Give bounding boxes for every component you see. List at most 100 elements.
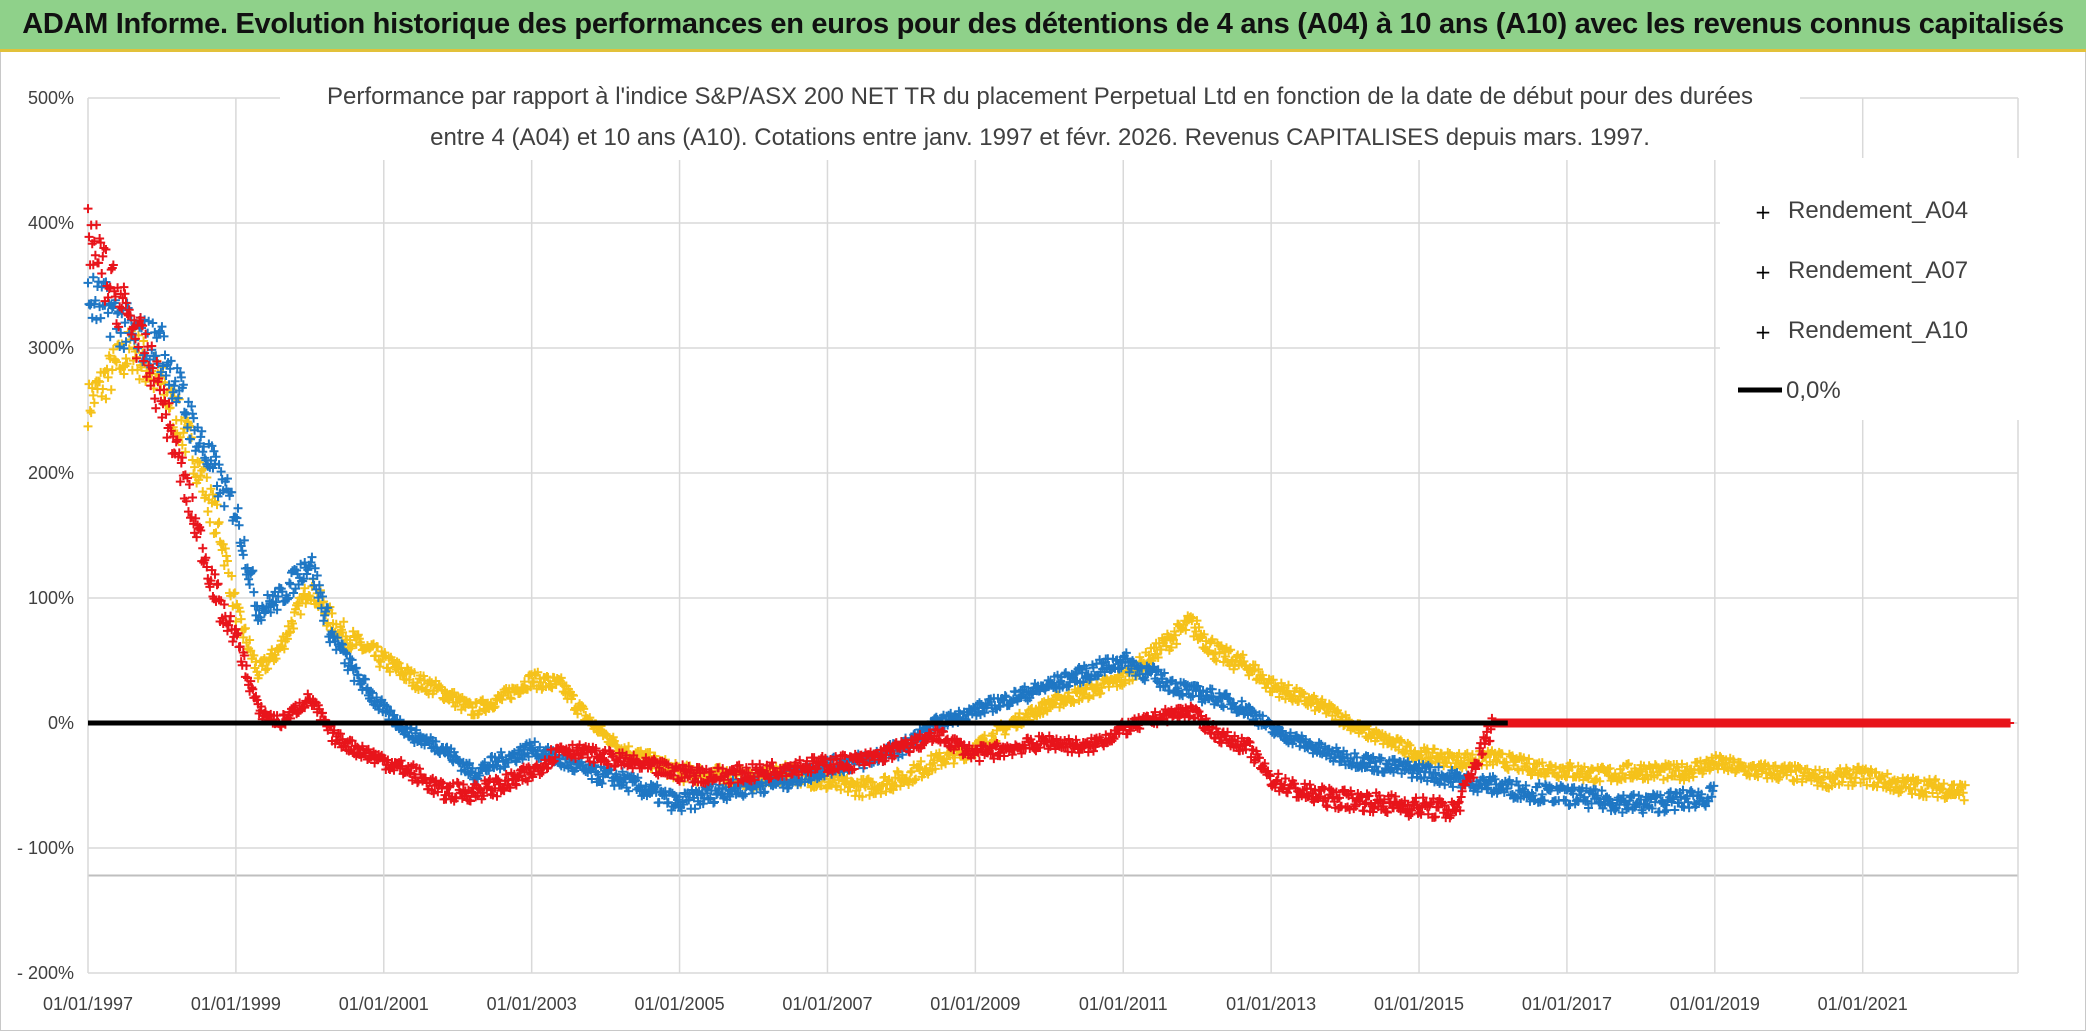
data-point bbox=[189, 413, 199, 423]
data-point bbox=[190, 462, 200, 472]
data-point bbox=[198, 447, 208, 457]
data-point bbox=[1209, 654, 1219, 664]
data-point bbox=[915, 763, 925, 773]
data-point bbox=[1815, 765, 1825, 775]
data-point bbox=[1753, 772, 1763, 782]
data-point bbox=[528, 678, 538, 688]
data-point bbox=[212, 500, 222, 510]
data-point bbox=[238, 632, 248, 642]
data-point bbox=[602, 731, 612, 741]
data-point bbox=[226, 611, 236, 621]
data-point bbox=[1397, 737, 1407, 747]
data-point bbox=[914, 762, 924, 772]
data-point bbox=[83, 204, 93, 214]
data-point bbox=[232, 513, 242, 523]
data-point bbox=[1524, 754, 1534, 764]
data-point bbox=[284, 628, 294, 638]
data-point bbox=[208, 489, 218, 499]
data-point bbox=[1677, 759, 1687, 769]
data-point bbox=[916, 756, 926, 766]
data-point bbox=[831, 781, 841, 791]
data-point bbox=[165, 403, 175, 413]
data-point bbox=[199, 442, 209, 452]
data-point bbox=[654, 797, 664, 807]
data-point bbox=[1069, 697, 1079, 707]
data-point bbox=[195, 457, 205, 467]
data-point bbox=[1278, 682, 1288, 692]
data-point bbox=[1960, 780, 1970, 790]
data-point bbox=[520, 677, 530, 687]
data-point bbox=[1660, 807, 1669, 817]
data-point bbox=[1519, 753, 1529, 763]
data-point bbox=[91, 220, 101, 230]
data-point bbox=[1876, 773, 1886, 783]
grid-lines bbox=[87, 97, 2019, 974]
data-point bbox=[1658, 775, 1668, 785]
data-point bbox=[1530, 765, 1540, 775]
data-point bbox=[155, 326, 165, 336]
data-point bbox=[107, 365, 117, 375]
data-point bbox=[187, 401, 197, 411]
data-point bbox=[219, 501, 229, 511]
data-point bbox=[178, 380, 188, 390]
data-point bbox=[241, 569, 251, 579]
data-point bbox=[1823, 767, 1833, 777]
data-point bbox=[205, 517, 215, 527]
data-point bbox=[212, 580, 222, 590]
data-point bbox=[116, 328, 126, 338]
data-point bbox=[624, 741, 634, 751]
data-point bbox=[1171, 630, 1181, 640]
data-point bbox=[282, 634, 292, 644]
data-point bbox=[375, 662, 385, 672]
data-point bbox=[299, 589, 309, 599]
data-point bbox=[1605, 763, 1615, 773]
data-point bbox=[1851, 773, 1861, 783]
data-point bbox=[1104, 682, 1114, 692]
data-point bbox=[211, 452, 221, 462]
data-point bbox=[941, 759, 951, 769]
data-point bbox=[300, 583, 310, 593]
data-point bbox=[151, 403, 161, 413]
data-point bbox=[228, 601, 238, 611]
data-point bbox=[573, 709, 583, 719]
data-point bbox=[1679, 775, 1689, 785]
data-point bbox=[453, 778, 463, 788]
data-point bbox=[272, 605, 282, 615]
data-point bbox=[1274, 692, 1284, 702]
data-point bbox=[184, 480, 194, 490]
data-point bbox=[1939, 779, 1949, 789]
data-point bbox=[1891, 782, 1901, 792]
data-point bbox=[449, 688, 459, 698]
data-point bbox=[107, 303, 117, 313]
data-point bbox=[88, 390, 98, 400]
data-point bbox=[347, 641, 357, 651]
data-point bbox=[238, 550, 248, 560]
data-point bbox=[95, 377, 105, 387]
data-point bbox=[161, 370, 171, 380]
data-point bbox=[1513, 764, 1523, 774]
data-point bbox=[229, 589, 239, 599]
data-point bbox=[949, 758, 959, 768]
data-point bbox=[206, 484, 216, 494]
data-point bbox=[106, 265, 116, 275]
data-point bbox=[166, 356, 176, 366]
data-point bbox=[289, 623, 299, 633]
data-point bbox=[121, 337, 131, 347]
data-point bbox=[139, 336, 149, 346]
data-point bbox=[1083, 693, 1093, 703]
data-point bbox=[119, 369, 129, 379]
data-point bbox=[97, 268, 107, 278]
data-point bbox=[1238, 650, 1248, 660]
data-point bbox=[1705, 765, 1715, 775]
data-point bbox=[263, 664, 273, 674]
data-point bbox=[233, 503, 243, 513]
data-point bbox=[409, 668, 419, 678]
data-point bbox=[222, 556, 232, 566]
data-point bbox=[1920, 787, 1930, 797]
data-point bbox=[178, 428, 188, 438]
data-point bbox=[160, 350, 170, 360]
data-point bbox=[89, 398, 99, 408]
data-point bbox=[1930, 776, 1940, 786]
banner-title: ADAM Informe. Evolution historique des p… bbox=[22, 8, 2064, 40]
data-point bbox=[1933, 792, 1943, 802]
